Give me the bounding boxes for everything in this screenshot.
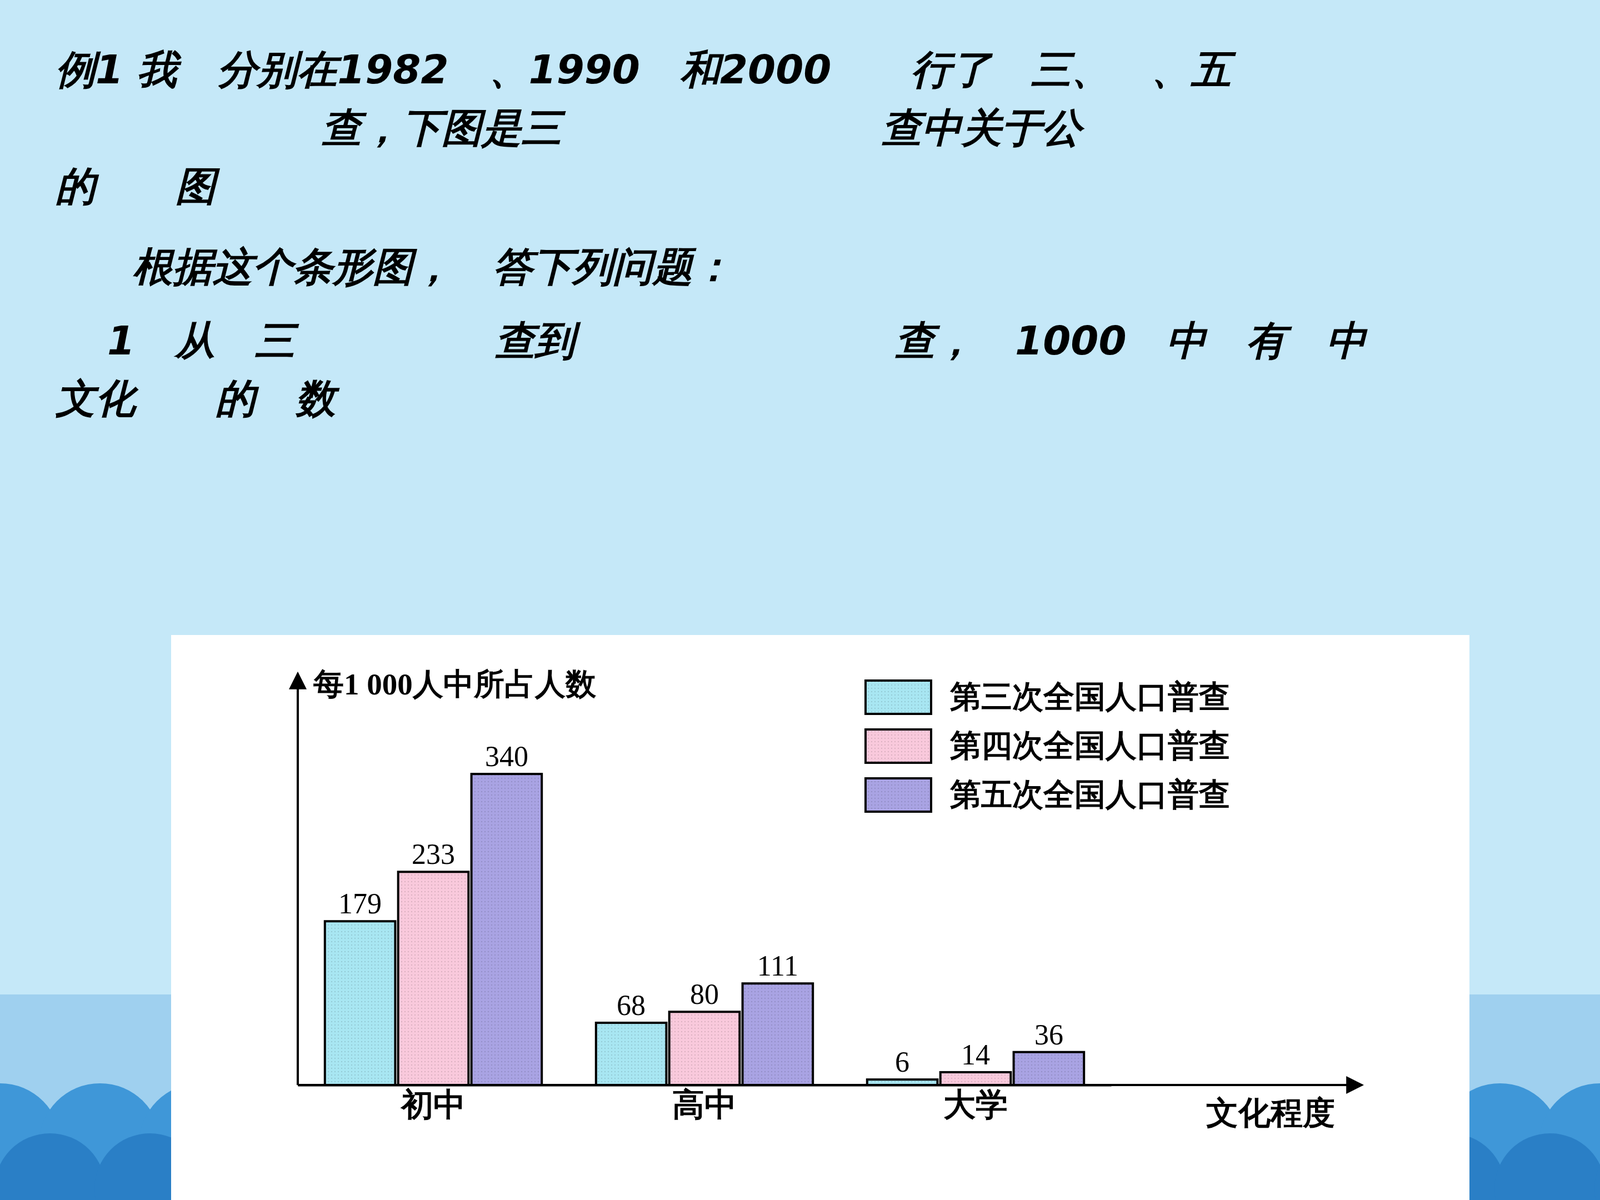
legend-swatch-texture xyxy=(865,680,932,714)
bar xyxy=(471,773,543,1085)
bar-group xyxy=(471,773,543,1085)
wave xyxy=(0,1133,106,1200)
bar xyxy=(940,1072,1012,1085)
legend-swatch xyxy=(865,680,932,714)
legend-swatch-texture xyxy=(865,778,932,812)
x-axis-title: 文化程度 xyxy=(1206,1095,1335,1132)
legend-label: 第三次全国人口普查 xyxy=(949,679,1230,714)
legend-swatch-texture xyxy=(865,729,932,763)
bar-group xyxy=(669,1011,740,1085)
bar-group xyxy=(596,1022,667,1085)
bar-group xyxy=(1013,1052,1085,1085)
slide-text: 例1 我 分别在1982 、1990 和2000 行了 三、 、五查，下图是三 … xyxy=(55,46,1368,422)
bar-texture xyxy=(471,773,543,1085)
slide-line: 查，下图是三 查中关于公 xyxy=(321,104,1085,152)
wave xyxy=(1494,1133,1600,1200)
legend-swatch xyxy=(865,778,932,812)
y-axis xyxy=(297,673,299,1085)
x-tick: 初中 xyxy=(400,1085,466,1123)
slide-line: 根据这个条形图， 答下列问题： xyxy=(132,243,733,290)
x-tick: 大学 xyxy=(943,1085,1008,1123)
bar-texture xyxy=(1013,1052,1085,1085)
legend-label: 第五次全国人口普查 xyxy=(949,777,1230,812)
bar-texture xyxy=(596,1022,667,1085)
legend-label: 第四次全国人口普查 xyxy=(949,728,1230,763)
bar-group xyxy=(742,983,814,1085)
background xyxy=(0,0,1600,1200)
x-axis-arrow xyxy=(297,1083,1363,1087)
bar-group xyxy=(398,871,469,1085)
data-label: 179 xyxy=(338,887,382,920)
bar-texture xyxy=(398,871,469,1085)
data-label: 14 xyxy=(961,1038,990,1071)
chart-panel xyxy=(171,635,1470,1200)
data-label: 68 xyxy=(616,989,646,1022)
x-axis: 初中 高中 大学 xyxy=(298,1085,1112,1123)
bars xyxy=(325,773,1084,1085)
data-label: 80 xyxy=(690,978,719,1010)
bar xyxy=(669,1011,740,1085)
data-label: 340 xyxy=(485,740,529,773)
bar xyxy=(325,921,396,1085)
x-tick-label: 初中 xyxy=(400,1086,466,1123)
x-tick-label: 大学 xyxy=(943,1086,1008,1123)
y-axis-line xyxy=(296,673,299,1085)
slide-line: 1 从 三 查到 查， 1000 中 有 中 xyxy=(107,317,1368,364)
x-tick: 高中 xyxy=(672,1085,737,1123)
bar-texture xyxy=(742,983,814,1085)
bar xyxy=(398,871,469,1085)
x-tick-label: 高中 xyxy=(672,1086,737,1123)
legend-swatch xyxy=(865,729,932,763)
bar-group xyxy=(325,921,396,1085)
bar-texture xyxy=(940,1072,1012,1085)
bar-texture xyxy=(669,1011,740,1085)
slide-line: 的 图 xyxy=(55,162,221,210)
data-label: 36 xyxy=(1034,1018,1064,1051)
bar xyxy=(596,1022,667,1085)
bar-texture xyxy=(325,921,396,1085)
bar-group xyxy=(940,1072,1012,1085)
slide: 例1 我 分别在1982 、1990 和2000 行了 三、 、五查，下图是三 … xyxy=(0,0,1600,1200)
legend: 第三次全国人口普查第四次全国人口普查第五次全国人口普查 xyxy=(865,679,1230,812)
slide-line: 文化 的 数 xyxy=(55,375,340,422)
y-axis-title: 每1 000人中所占人数 xyxy=(312,667,597,702)
slide-line: 例1 我 分别在1982 、1990 和2000 行了 三、 、五 xyxy=(55,46,1237,93)
data-label: 6 xyxy=(895,1046,910,1078)
wave xyxy=(1594,1133,1600,1200)
data-label: 111 xyxy=(757,950,799,982)
bar xyxy=(1013,1052,1085,1085)
data-label: 233 xyxy=(411,838,455,870)
bar xyxy=(742,983,814,1085)
